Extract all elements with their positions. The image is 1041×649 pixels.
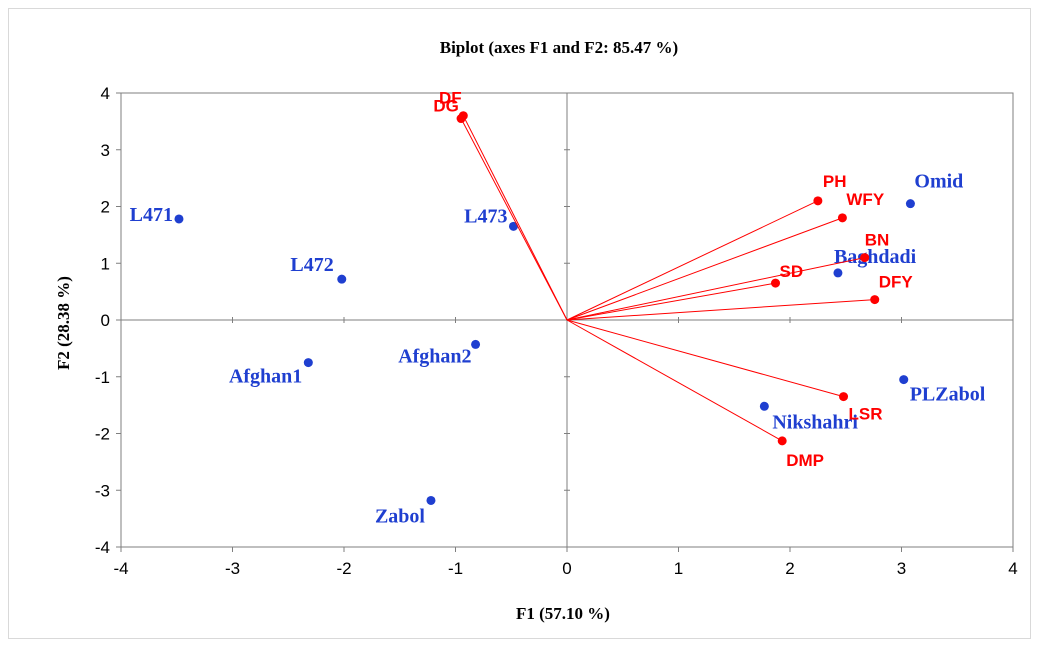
y-tick-label: 1 [101, 254, 110, 273]
y-tick-label: 4 [101, 84, 110, 103]
variable-vector [566, 217, 843, 321]
variable-label: DFY [879, 273, 914, 292]
observation-label: L473 [464, 205, 507, 227]
variable-point [837, 213, 847, 223]
observation-label: Afghan2 [398, 345, 471, 367]
variable-label: DF [439, 89, 462, 108]
variable-label: WFY [846, 190, 884, 209]
observation-label: Afghan1 [229, 366, 302, 388]
observation-point [759, 401, 769, 411]
variable-point [771, 278, 781, 288]
variable-point [839, 392, 849, 402]
observation-point [905, 199, 915, 209]
x-tick-label: -2 [336, 559, 351, 578]
observation-label: Omid [914, 171, 963, 193]
variable-label: DG [433, 97, 459, 116]
x-tick-label: 3 [897, 559, 906, 578]
x-tick-label: 0 [562, 559, 571, 578]
biplot-chart: Biplot (axes F1 and F2: 85.47 %) -4 -3 -2-… [54, 38, 1018, 623]
y-tick-label: -1 [95, 368, 110, 387]
observation-point [833, 268, 843, 278]
y-tick-label: 3 [101, 141, 110, 160]
y-axis-title: F2 (28.38 %) [54, 276, 73, 370]
observation-label: PLZabol [910, 384, 986, 406]
observation-label: Baghdadi [834, 246, 917, 268]
variable-point [870, 295, 880, 305]
plot-area: -4 -3 -2 -1 0 1 2 3 4 -4 -3 -2 -1 0 1 2 3 4 L471 L472 L473 Af… [95, 84, 1018, 578]
variable-label: LSR [849, 405, 883, 424]
observation-point [303, 358, 313, 368]
variable-point [813, 196, 823, 206]
y-tick-label: -3 [95, 481, 110, 500]
y-tick-label: -2 [95, 425, 110, 444]
y-tick-label: 0 [101, 311, 110, 330]
observation-point [899, 375, 909, 385]
variable-label: BN [865, 231, 890, 250]
observation-label: Nikshahri [772, 411, 858, 433]
variable-label: SD [780, 262, 804, 281]
x-tick-label: 1 [674, 559, 683, 578]
x-tick-label: -1 [448, 559, 463, 578]
observation-label: L472 [290, 254, 333, 276]
x-tick-label: -4 [113, 559, 128, 578]
variable-label: DMP [786, 451, 824, 470]
variable-vector [566, 257, 865, 321]
x-tick-label: 4 [1008, 559, 1017, 578]
variable-label: PH [823, 172, 847, 191]
variable-vector [566, 299, 875, 321]
observation-point [337, 274, 347, 284]
variable-vector [566, 319, 783, 442]
variable-point [777, 436, 787, 446]
variable-point [456, 114, 466, 124]
chart-frame: Biplot (axes F1 and F2: 85.47 %) -4 -3 -2-… [8, 8, 1031, 639]
x-axis-title: F1 (57.10 %) [516, 604, 610, 623]
observation-point [471, 339, 481, 349]
variable-vector [460, 118, 568, 321]
variable-vector [566, 319, 844, 398]
y-tick-label: -4 [95, 538, 110, 557]
variable-vector [462, 115, 568, 321]
observation-label: Zabol [375, 505, 425, 527]
observation-point [426, 495, 436, 505]
variable-vector [566, 282, 776, 321]
x-tick-label: -3 [225, 559, 240, 578]
variable-point [860, 253, 870, 263]
observation-label: L471 [130, 204, 173, 226]
x-tick-label: 2 [785, 559, 794, 578]
chart-title: Biplot (axes F1 and F2: 85.47 %) [440, 38, 678, 57]
observation-point [174, 214, 184, 224]
observation-point [508, 221, 518, 231]
variable-vector [566, 200, 819, 321]
y-tick-label: 2 [101, 198, 110, 217]
